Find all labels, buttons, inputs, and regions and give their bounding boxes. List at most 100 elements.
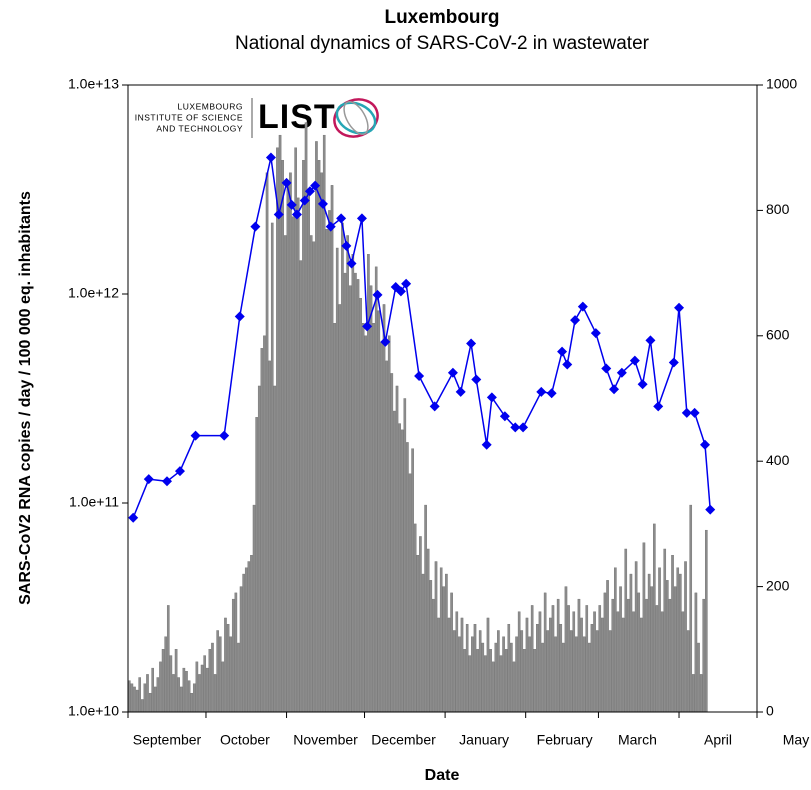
bar — [525, 617, 529, 713]
bar — [257, 385, 261, 713]
bar — [543, 592, 547, 713]
bar — [637, 592, 641, 713]
data-point — [481, 439, 492, 450]
bar — [195, 661, 199, 713]
bar — [265, 172, 269, 713]
bar — [465, 624, 469, 713]
data-point — [372, 289, 383, 300]
data-point — [341, 240, 352, 251]
bar — [640, 617, 643, 713]
bar — [276, 147, 279, 713]
bar — [283, 235, 287, 713]
bar — [372, 323, 375, 713]
data-point — [219, 430, 230, 441]
x-tick-label: April — [704, 732, 732, 748]
bar — [653, 523, 656, 713]
bar — [281, 160, 284, 713]
bar — [504, 649, 508, 713]
bar — [182, 667, 186, 713]
bar — [302, 160, 305, 713]
bar — [575, 636, 578, 713]
bar — [400, 429, 404, 713]
bar — [299, 260, 303, 713]
bar — [229, 636, 232, 713]
y-tick-label: 1.0e+11 — [69, 494, 119, 510]
data-point — [190, 430, 201, 441]
bar — [450, 592, 453, 713]
bar — [312, 241, 316, 713]
bar — [140, 699, 144, 713]
bar — [177, 677, 180, 713]
bar — [556, 598, 560, 713]
logo-ring — [335, 101, 377, 135]
bar — [174, 649, 178, 713]
data-point — [346, 258, 357, 269]
bar — [564, 586, 568, 713]
bar — [213, 674, 217, 713]
bar — [668, 598, 672, 713]
y2-tick-label: 1000 — [766, 76, 797, 92]
data-point — [562, 359, 573, 370]
data-point — [273, 209, 284, 220]
bar — [481, 642, 485, 713]
chart-title: Luxembourg — [384, 7, 499, 28]
line-series — [128, 152, 716, 523]
bar — [567, 605, 570, 713]
bar — [562, 642, 565, 713]
bar — [585, 605, 589, 713]
data-point — [705, 504, 716, 515]
bar — [317, 160, 321, 713]
data-point — [299, 195, 310, 206]
data-point — [250, 221, 261, 232]
data-point — [629, 355, 640, 366]
bar — [398, 423, 401, 713]
bar — [647, 573, 651, 713]
bar — [205, 667, 209, 713]
bar — [692, 674, 695, 713]
bar — [554, 636, 557, 713]
bar — [351, 254, 355, 713]
bar — [577, 598, 581, 713]
data-point — [336, 213, 347, 224]
y2-tick-label: 400 — [766, 452, 790, 468]
bar — [133, 686, 136, 713]
data-point — [310, 180, 321, 191]
data-point — [455, 386, 466, 397]
data-point — [128, 512, 139, 523]
bar — [341, 222, 344, 713]
bar — [291, 216, 295, 713]
bar — [380, 341, 383, 713]
bar — [489, 649, 492, 713]
logo-text: LUXEMBOURG — [178, 101, 243, 111]
bar — [309, 235, 313, 713]
data-point — [429, 401, 440, 412]
bar — [143, 683, 147, 713]
bar — [507, 624, 511, 713]
logo: LUXEMBOURG INSTITUTE OF SCIENCE AND TECH… — [135, 98, 379, 138]
data-point — [536, 386, 547, 397]
data-point — [234, 311, 245, 322]
bar — [226, 624, 230, 713]
bar — [278, 134, 282, 713]
x-tick-label: March — [618, 732, 657, 748]
bar — [315, 141, 318, 713]
y-axis-label: SARS-CoV2 RNA copies / day / 100 000 eq.… — [17, 191, 34, 605]
data-point — [510, 422, 521, 433]
bar — [595, 630, 599, 713]
bar — [237, 642, 240, 713]
bar — [432, 598, 435, 713]
bar — [606, 580, 609, 713]
bar — [356, 279, 360, 713]
bar — [270, 222, 274, 713]
data-point — [143, 474, 154, 485]
data-point — [401, 278, 412, 289]
bar — [421, 573, 425, 713]
data-point — [645, 335, 656, 346]
y-tick-label: 1.0e+12 — [68, 285, 119, 301]
bar — [541, 642, 544, 713]
bar — [239, 586, 243, 713]
data-point — [674, 302, 685, 313]
bar — [572, 611, 576, 713]
data-point — [362, 321, 373, 332]
